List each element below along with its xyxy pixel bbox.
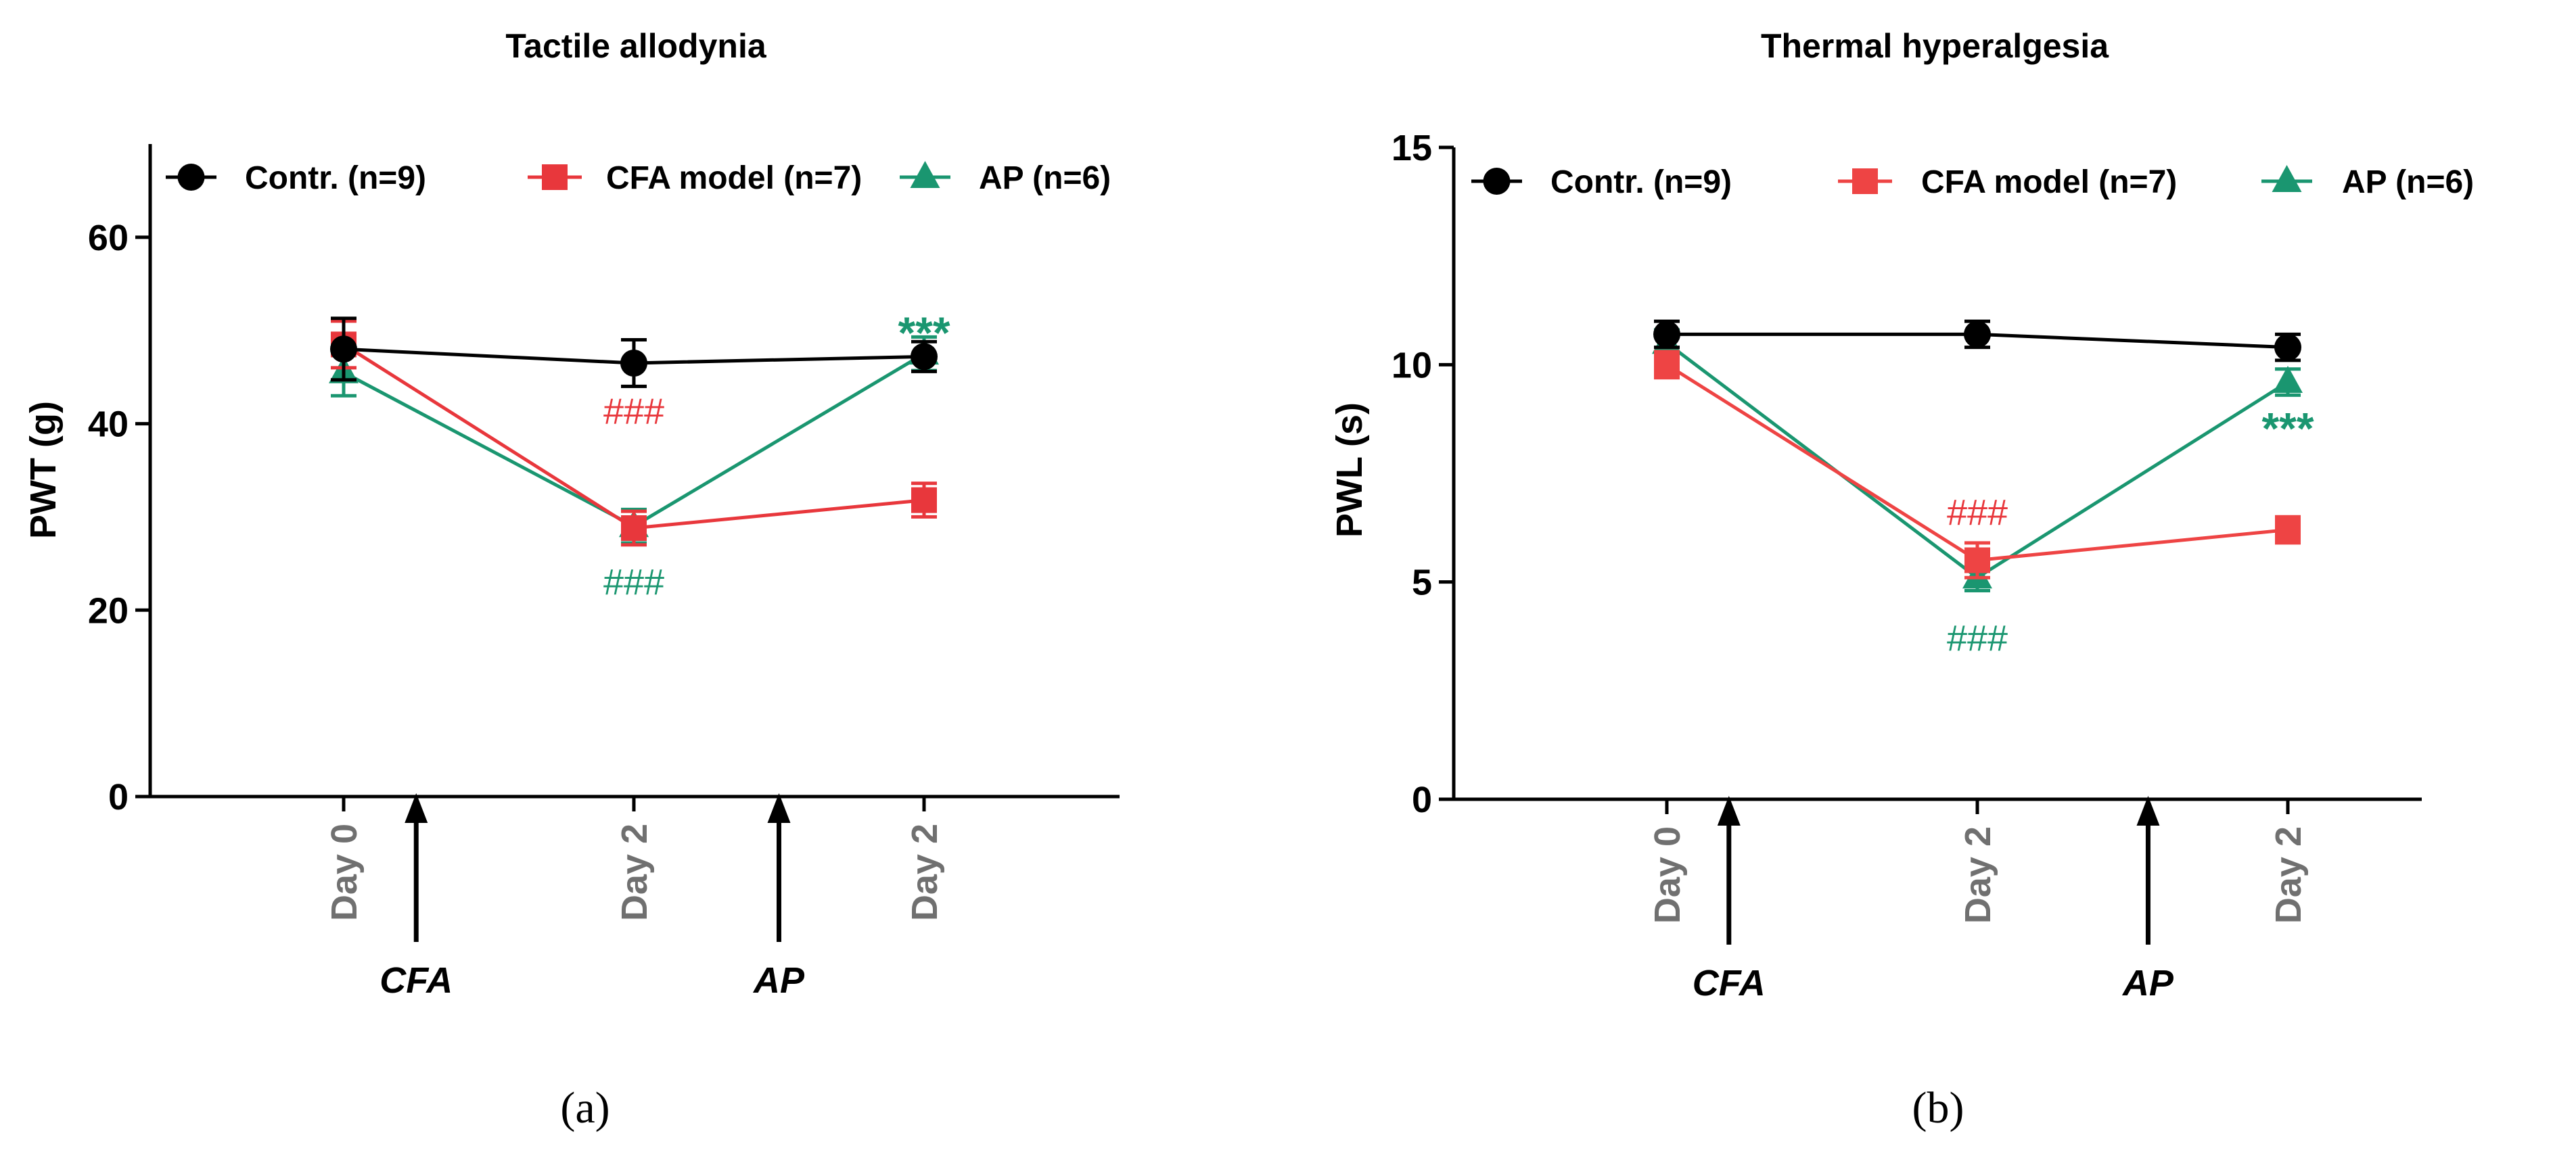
chart-title: Tactile allodynia	[505, 27, 766, 65]
legend-label: AP (n=6)	[2342, 164, 2474, 200]
significance-annotation: ###	[1947, 618, 2008, 659]
legend-label: AP (n=6)	[979, 160, 1111, 196]
x-tick-label: Day 2	[1958, 826, 1998, 924]
data-point	[330, 335, 357, 363]
significance-annotation: ###	[603, 562, 664, 602]
legend-marker	[1852, 168, 1878, 194]
legend-marker	[542, 164, 568, 190]
data-point	[1654, 352, 1680, 378]
data-point	[1964, 547, 1990, 573]
y-axis-label: PWT (g)	[23, 401, 64, 539]
treatment-arrow-head	[767, 793, 791, 823]
y-tick-label: 0	[108, 777, 129, 818]
x-tick-label: Day 0	[324, 824, 365, 921]
x-tick-label: Day 2	[614, 824, 655, 921]
significance-annotation: ###	[603, 392, 664, 432]
legend-label: CFA model (n=7)	[606, 160, 862, 196]
data-point	[2275, 517, 2301, 543]
significance-annotation: ###	[1947, 492, 2008, 533]
data-point	[621, 515, 647, 541]
treatment-arrow-label: CFA	[1693, 963, 1766, 1003]
y-tick-label: 0	[1412, 780, 1432, 820]
legend-label: Contr. (n=9)	[1550, 164, 1732, 200]
data-point	[2273, 366, 2303, 394]
treatment-arrow-head	[2136, 796, 2160, 826]
legend-marker	[177, 164, 205, 191]
x-tick-label: Day 2	[2268, 826, 2309, 924]
data-point	[620, 349, 647, 377]
panel-b-thermal-hyperalgesia: Thermal hyperalgesia 0 5 10 15 PWL (s) Day 0 Da…	[1329, 27, 2474, 1133]
treatment-arrow-label: CFA	[380, 960, 453, 1001]
y-tick-label: 20	[88, 590, 129, 631]
treatment-arrow-head	[1717, 796, 1741, 826]
x-tick-label: Day 2	[904, 824, 945, 921]
significance-annotation: ***	[898, 308, 950, 358]
legend-label: CFA model (n=7)	[1921, 164, 2177, 200]
treatment-arrow-label: AP	[752, 960, 805, 1001]
treatment-arrow-head	[405, 793, 428, 823]
chart-title: Thermal hyperalgesia	[1761, 27, 2109, 65]
data-point	[911, 487, 937, 513]
y-tick-label: 10	[1392, 345, 1432, 385]
panel-a-tactile-allodynia: Tactile allodynia 0 20 40 60 PWT (g) Day 0 Day …	[23, 27, 1120, 1133]
data-point	[911, 343, 938, 371]
data-point	[1964, 321, 1991, 348]
y-tick-label: 60	[88, 218, 129, 258]
panel-label: (b)	[1912, 1083, 1964, 1133]
legend-label: Contr. (n=9)	[245, 160, 426, 196]
y-tick-label: 15	[1392, 128, 1432, 168]
data-point	[1653, 321, 1680, 348]
panel-label: (a)	[560, 1083, 610, 1133]
legend-marker	[2272, 165, 2302, 192]
data-point	[2274, 333, 2301, 361]
x-tick-label: Day 0	[1647, 826, 1688, 924]
y-tick-label: 40	[88, 404, 129, 445]
treatment-arrow-label: AP	[2121, 963, 2174, 1003]
y-tick-label: 5	[1412, 563, 1432, 603]
y-axis-label: PWL (s)	[1329, 402, 1370, 538]
significance-annotation: ***	[2261, 403, 2314, 453]
legend-marker	[1483, 168, 1511, 195]
legend-marker	[910, 161, 940, 188]
